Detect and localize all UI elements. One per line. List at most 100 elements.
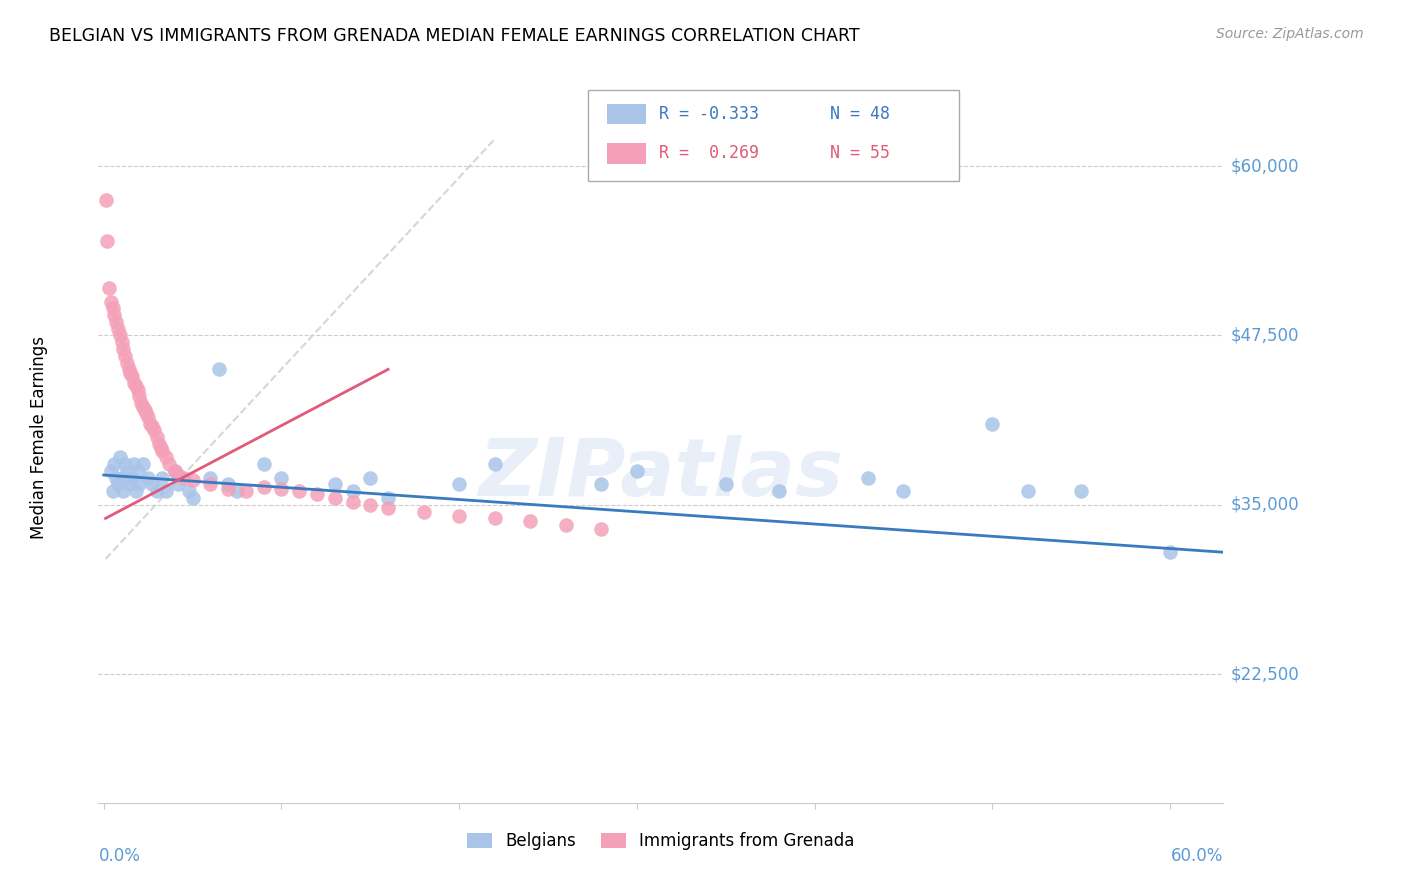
Point	[359, 471, 381, 485]
Point	[115, 355, 138, 369]
Point	[253, 457, 276, 471]
Point	[149, 441, 172, 455]
Point	[359, 498, 381, 512]
Point	[114, 457, 136, 471]
Point	[217, 482, 239, 496]
Point	[122, 376, 145, 390]
Point	[167, 477, 190, 491]
Point	[714, 477, 737, 491]
Point	[270, 471, 292, 485]
Text: $60,000: $60,000	[1230, 157, 1299, 175]
Point	[981, 417, 1004, 431]
Text: R =  0.269: R = 0.269	[658, 145, 759, 162]
Point	[141, 419, 163, 434]
Point	[155, 484, 177, 499]
Point	[200, 471, 222, 485]
Point	[554, 518, 576, 533]
Point	[112, 342, 135, 356]
Point	[150, 443, 173, 458]
Point	[484, 511, 506, 525]
Point	[96, 234, 118, 248]
Point	[98, 281, 121, 295]
Point	[856, 471, 879, 485]
Point	[108, 450, 131, 465]
Point	[139, 417, 162, 431]
Point	[323, 491, 346, 505]
Point	[377, 491, 399, 505]
Point	[132, 401, 155, 415]
Point	[105, 315, 128, 329]
Point	[200, 477, 222, 491]
Point	[449, 477, 471, 491]
Point	[626, 464, 648, 478]
Text: ZIPatlas: ZIPatlas	[478, 434, 844, 513]
Point	[103, 308, 125, 322]
Text: $35,000: $35,000	[1230, 496, 1299, 514]
Text: R = -0.333: R = -0.333	[658, 104, 759, 123]
FancyBboxPatch shape	[588, 90, 959, 181]
Point	[253, 480, 276, 494]
Point	[110, 335, 132, 350]
Text: $22,500: $22,500	[1230, 665, 1299, 683]
Text: N = 48: N = 48	[830, 104, 890, 123]
Point	[136, 471, 159, 485]
Point	[159, 457, 181, 471]
Point	[591, 522, 613, 536]
Point	[128, 389, 150, 403]
Point	[155, 450, 177, 465]
Text: 60.0%: 60.0%	[1171, 847, 1223, 864]
Point	[167, 468, 190, 483]
Point	[288, 484, 311, 499]
Point	[114, 349, 136, 363]
Point	[305, 487, 328, 501]
Point	[120, 477, 142, 491]
Point	[100, 464, 122, 478]
Point	[103, 457, 125, 471]
Point	[108, 328, 131, 343]
Point	[129, 396, 152, 410]
Point	[449, 508, 471, 523]
Point	[94, 193, 117, 207]
Point	[112, 484, 135, 499]
Point	[134, 403, 156, 417]
Point	[100, 294, 122, 309]
Point	[146, 430, 169, 444]
Legend: Belgians, Immigrants from Grenada: Belgians, Immigrants from Grenada	[460, 825, 862, 856]
Point	[110, 471, 132, 485]
Point	[142, 423, 165, 437]
Point	[235, 484, 257, 499]
Point	[591, 477, 613, 491]
Point	[135, 406, 157, 420]
Point	[146, 484, 169, 499]
Point	[125, 378, 148, 392]
Text: $47,500: $47,500	[1230, 326, 1299, 344]
Point	[1070, 484, 1092, 499]
Point	[1017, 484, 1039, 499]
Point	[115, 464, 138, 478]
Point	[141, 477, 163, 491]
Point	[208, 362, 231, 376]
Point	[181, 474, 204, 488]
Point	[163, 464, 186, 478]
Point	[323, 477, 346, 491]
Point	[136, 409, 159, 424]
Point	[377, 500, 399, 515]
Point	[484, 457, 506, 471]
FancyBboxPatch shape	[607, 103, 647, 124]
Point	[117, 362, 139, 376]
Point	[125, 484, 148, 499]
Point	[181, 491, 204, 505]
Point	[120, 367, 142, 381]
Point	[342, 495, 364, 509]
Point	[1159, 545, 1181, 559]
Point	[121, 471, 143, 485]
Point	[101, 301, 124, 316]
Point	[101, 484, 124, 499]
Text: 0.0%: 0.0%	[98, 847, 141, 864]
Point	[893, 484, 915, 499]
Point	[217, 477, 239, 491]
Point	[122, 457, 145, 471]
Point	[150, 471, 173, 485]
Point	[107, 477, 129, 491]
Text: N = 55: N = 55	[830, 145, 890, 162]
